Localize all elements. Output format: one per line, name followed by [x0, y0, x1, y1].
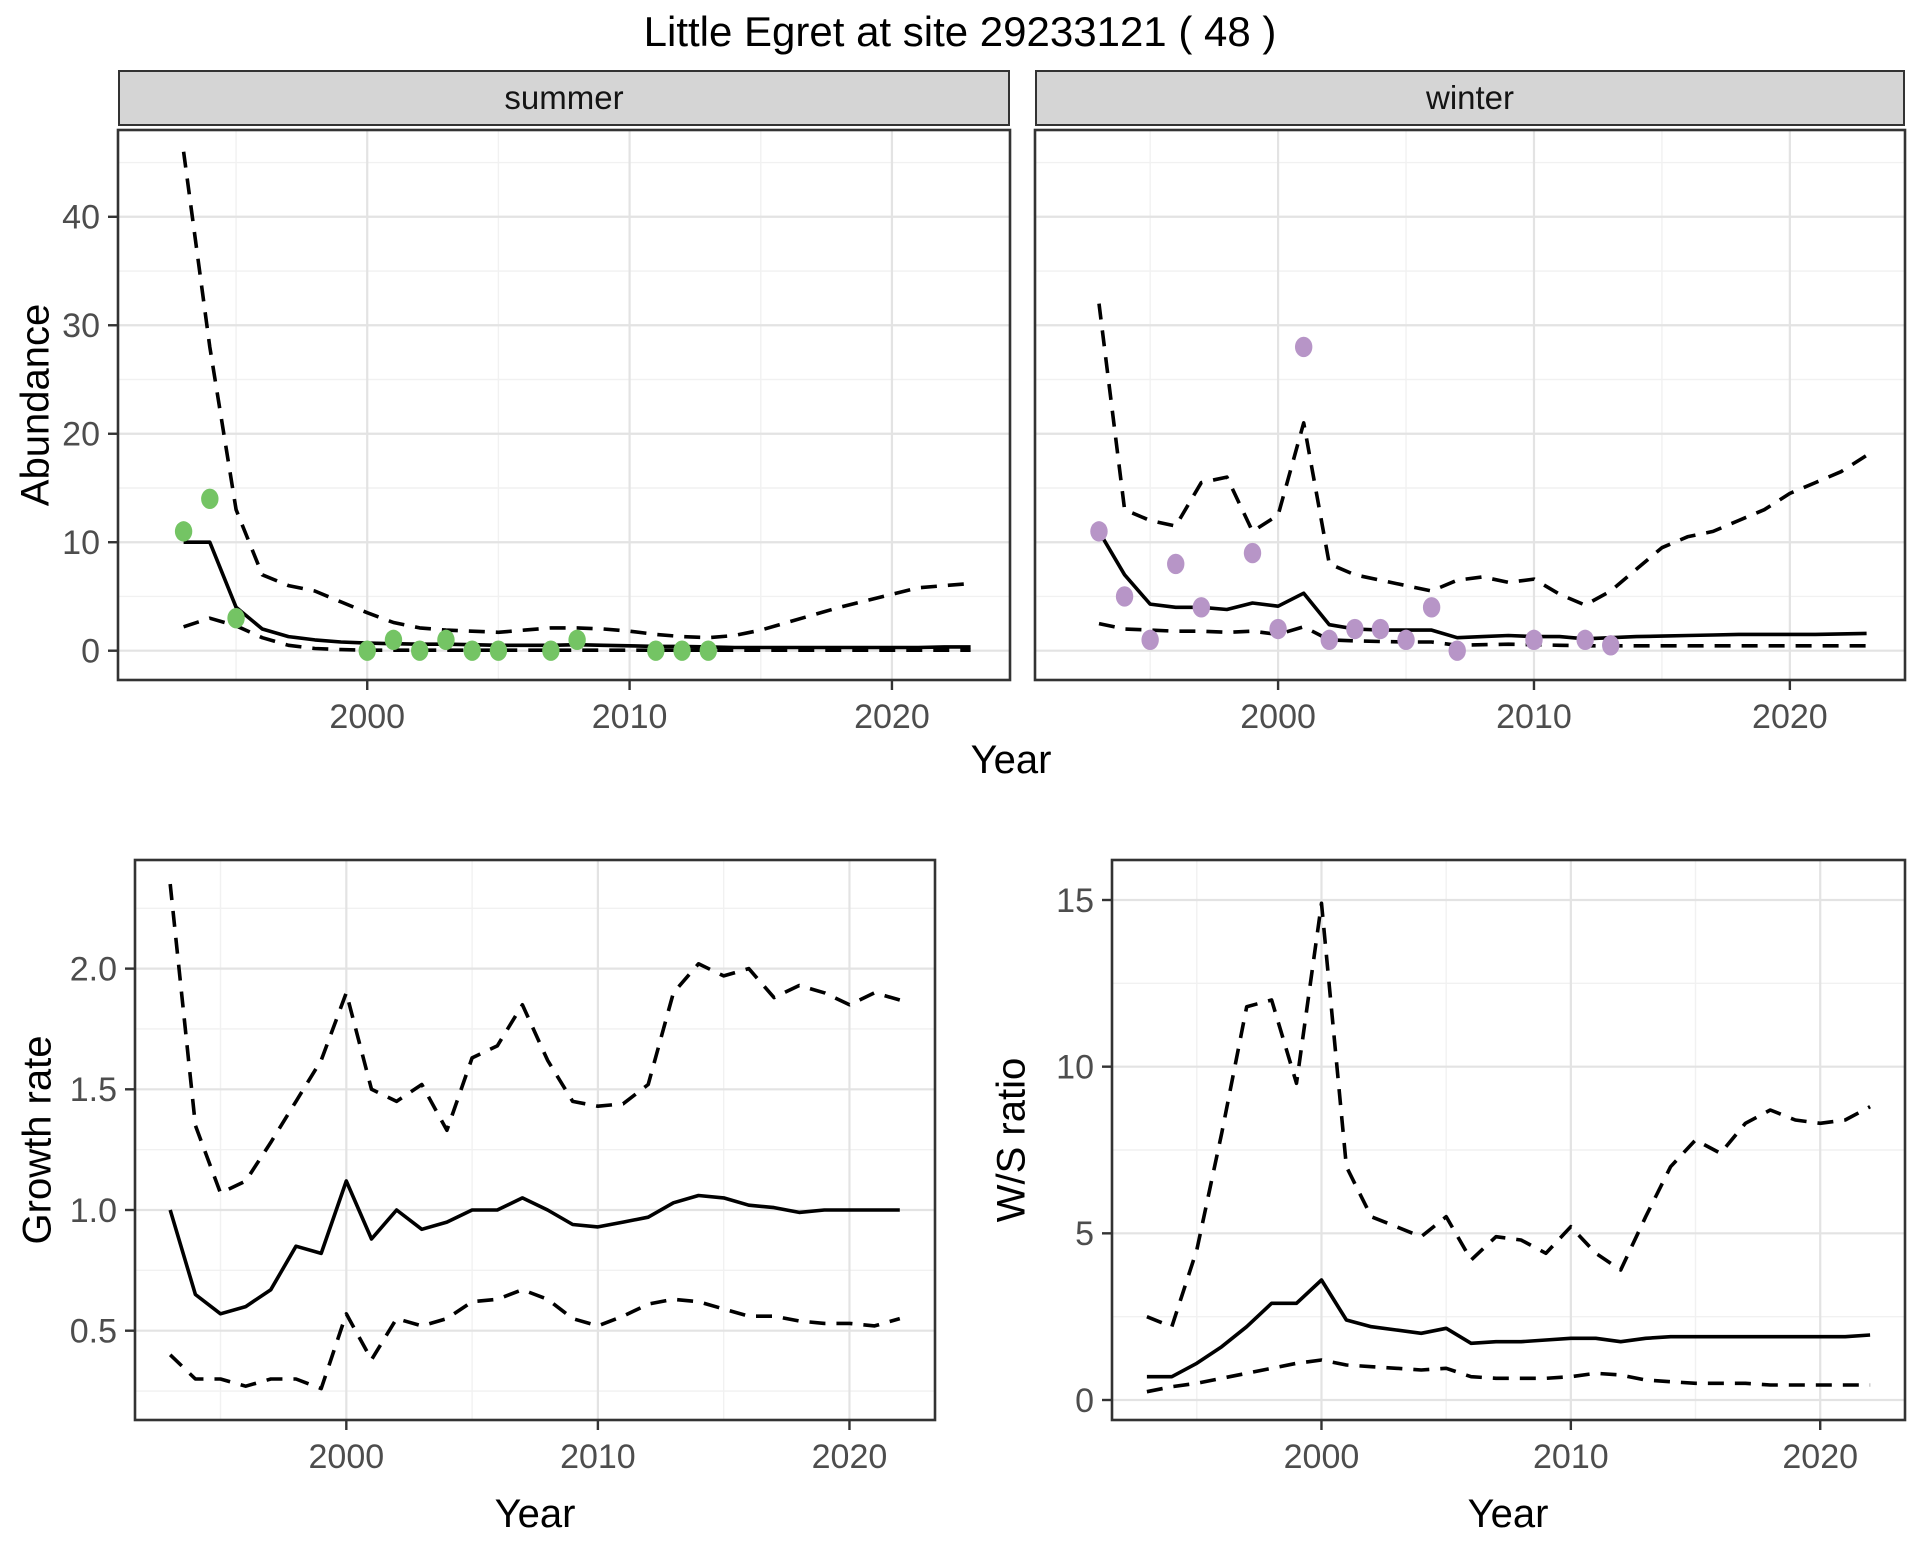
- abundance-winter-observed-point: [1269, 618, 1287, 640]
- ws-ratio-y-tick-label: 5: [1075, 1215, 1094, 1253]
- abundance-summer-y-tick-label: 40: [62, 199, 100, 237]
- growth-rate-y-tick-label: 0.5: [70, 1313, 117, 1351]
- growth-rate-panel-border: [133, 858, 937, 1422]
- growth-rate-y-tick-label: 1.0: [70, 1192, 117, 1230]
- abundance-summer-observed-point: [647, 640, 665, 661]
- abundance-winter-observed-point: [1090, 521, 1108, 542]
- abundance-summer-y-tick-label: 10: [62, 524, 100, 562]
- abundance-winter-observed-point: [1602, 635, 1620, 656]
- abundance-winter-x-tick-label: 2010: [1496, 698, 1572, 736]
- abundance-winter-x-tick-label: 2020: [1752, 698, 1828, 736]
- facet-strip-summer: summer: [118, 70, 1010, 126]
- growth-rate-y-tick-label: 1.5: [70, 1071, 117, 1109]
- abundance-summer-panel-border: [116, 128, 1012, 682]
- abundance-winter-observed-point: [1576, 629, 1594, 651]
- y-axis-title-ws-ratio: W/S ratio: [989, 1057, 1034, 1223]
- abundance-summer-observed-point: [463, 640, 481, 661]
- x-axis-title-year-top: Year: [970, 738, 1052, 782]
- abundance-winter-observed-point: [1397, 629, 1415, 651]
- abundance-summer-x-tick-label: 2000: [329, 698, 405, 736]
- facet-strip-summer-label: summer: [504, 79, 624, 116]
- abundance-winter-observed-point: [1371, 618, 1390, 640]
- abundance-summer-lower_ci-line: [183, 616, 971, 652]
- growth-rate-upper_ci-line: [168, 883, 901, 1195]
- abundance-summer-observed-point: [699, 640, 717, 661]
- abundance-winter-observed-point: [1448, 640, 1466, 661]
- abundance-summer-y-tick-label: 0: [81, 633, 100, 671]
- growth-rate-y-tick-label: 2.0: [70, 951, 117, 989]
- abundance-winter-fit-line: [1097, 530, 1867, 641]
- plot-title: Little Egret at site 29233121 ( 48 ): [643, 8, 1277, 55]
- abundance-winter-observed-point: [1320, 629, 1338, 651]
- abundance-summer-x-tick-label: 2020: [854, 698, 930, 736]
- growth-rate-panel-bg: [135, 860, 935, 1420]
- ws-ratio-fit-line: [1146, 1278, 1871, 1379]
- abundance-winter-panel-border: [1033, 128, 1907, 682]
- growth-rate-lower_ci-line: [168, 1287, 901, 1391]
- abundance-summer-panel-bg: [118, 130, 1010, 680]
- abundance-winter-panel-bg: [1035, 130, 1905, 680]
- abundance-summer-observed-point: [437, 629, 455, 651]
- abundance-summer-observed-point: [489, 640, 508, 661]
- abundance-winter-upper_ci-line: [1097, 303, 1868, 607]
- abundance-summer-x-tick-label: 2010: [592, 698, 668, 736]
- abundance-winter-observed-point: [1192, 597, 1211, 618]
- growth-rate-x-tick-label: 2020: [812, 1438, 888, 1476]
- abundance-winter-observed-point: [1525, 629, 1543, 651]
- abundance-winter-observed-point: [1167, 553, 1185, 575]
- abundance-summer-y-tick-label: 30: [62, 307, 100, 345]
- abundance-summer-observed-point: [358, 640, 376, 661]
- abundance-summer-y-tick-label: 20: [62, 416, 100, 454]
- abundance-summer-upper_ci-line: [181, 151, 971, 640]
- abundance-winter-observed-point: [1141, 629, 1159, 651]
- x-axis-title-year-growth: Year: [494, 1492, 576, 1536]
- facet-strip-winter: winter: [1035, 70, 1905, 126]
- abundance-winter-chart: 2000 2010 2020: [1033, 128, 1907, 736]
- ws-ratio-lower_ci-line: [1146, 1358, 1871, 1394]
- y-axis-title-abundance: Abundance: [13, 303, 58, 507]
- abundance-summer-chart: 2000 2010 2020 0 10 20 30 40: [62, 128, 1012, 736]
- ws-ratio-y-tick-label: 0: [1075, 1382, 1094, 1420]
- abundance-summer-observed-point: [201, 488, 219, 510]
- growth-rate-fit-line: [168, 1179, 900, 1316]
- abundance-winter-observed-point: [1294, 336, 1313, 358]
- abundance-winter-observed-point: [1346, 618, 1364, 640]
- x-axis-title-year-ws: Year: [1467, 1492, 1549, 1536]
- abundance-winter-lower_ci-line: [1098, 621, 1867, 648]
- ws-ratio-x-tick-label: 2010: [1533, 1438, 1609, 1476]
- ws-ratio-upper_ci-line: [1146, 901, 1871, 1329]
- abundance-summer-observed-point: [227, 607, 245, 629]
- abundance-winter-observed-point: [1422, 597, 1441, 618]
- abundance-summer-observed-point: [411, 640, 429, 661]
- ws-ratio-panel-border: [1110, 858, 1907, 1422]
- ws-ratio-x-tick-label: 2020: [1782, 1438, 1858, 1476]
- abundance-winter-x-tick-label: 2000: [1240, 698, 1316, 736]
- abundance-winter-observed-point: [1243, 542, 1262, 564]
- ws-ratio-y-tick-label: 15: [1056, 882, 1094, 920]
- abundance-summer-observed-point: [673, 640, 691, 661]
- ws-ratio-y-tick-label: 10: [1056, 1049, 1094, 1087]
- growth-rate-x-tick-label: 2010: [560, 1438, 636, 1476]
- abundance-summer-observed-point: [568, 629, 586, 651]
- growth-rate-x-tick-label: 2000: [309, 1438, 385, 1476]
- ws-ratio-x-tick-label: 2000: [1284, 1438, 1360, 1476]
- growth-rate-chart: 2000 2010 2020 0.5 1.0 1.5 2.0: [70, 858, 937, 1476]
- abundance-summer-observed-point: [384, 629, 403, 651]
- ws-ratio-chart: 2000 2010 2020 0 5 10 15: [1056, 858, 1907, 1476]
- facet-strip-winter-label: winter: [1425, 79, 1515, 116]
- abundance-summer-observed-point: [542, 640, 560, 661]
- abundance-summer-observed-point: [174, 521, 193, 542]
- y-axis-title-growth-rate: Growth rate: [15, 1035, 60, 1245]
- abundance-winter-observed-point: [1115, 586, 1134, 607]
